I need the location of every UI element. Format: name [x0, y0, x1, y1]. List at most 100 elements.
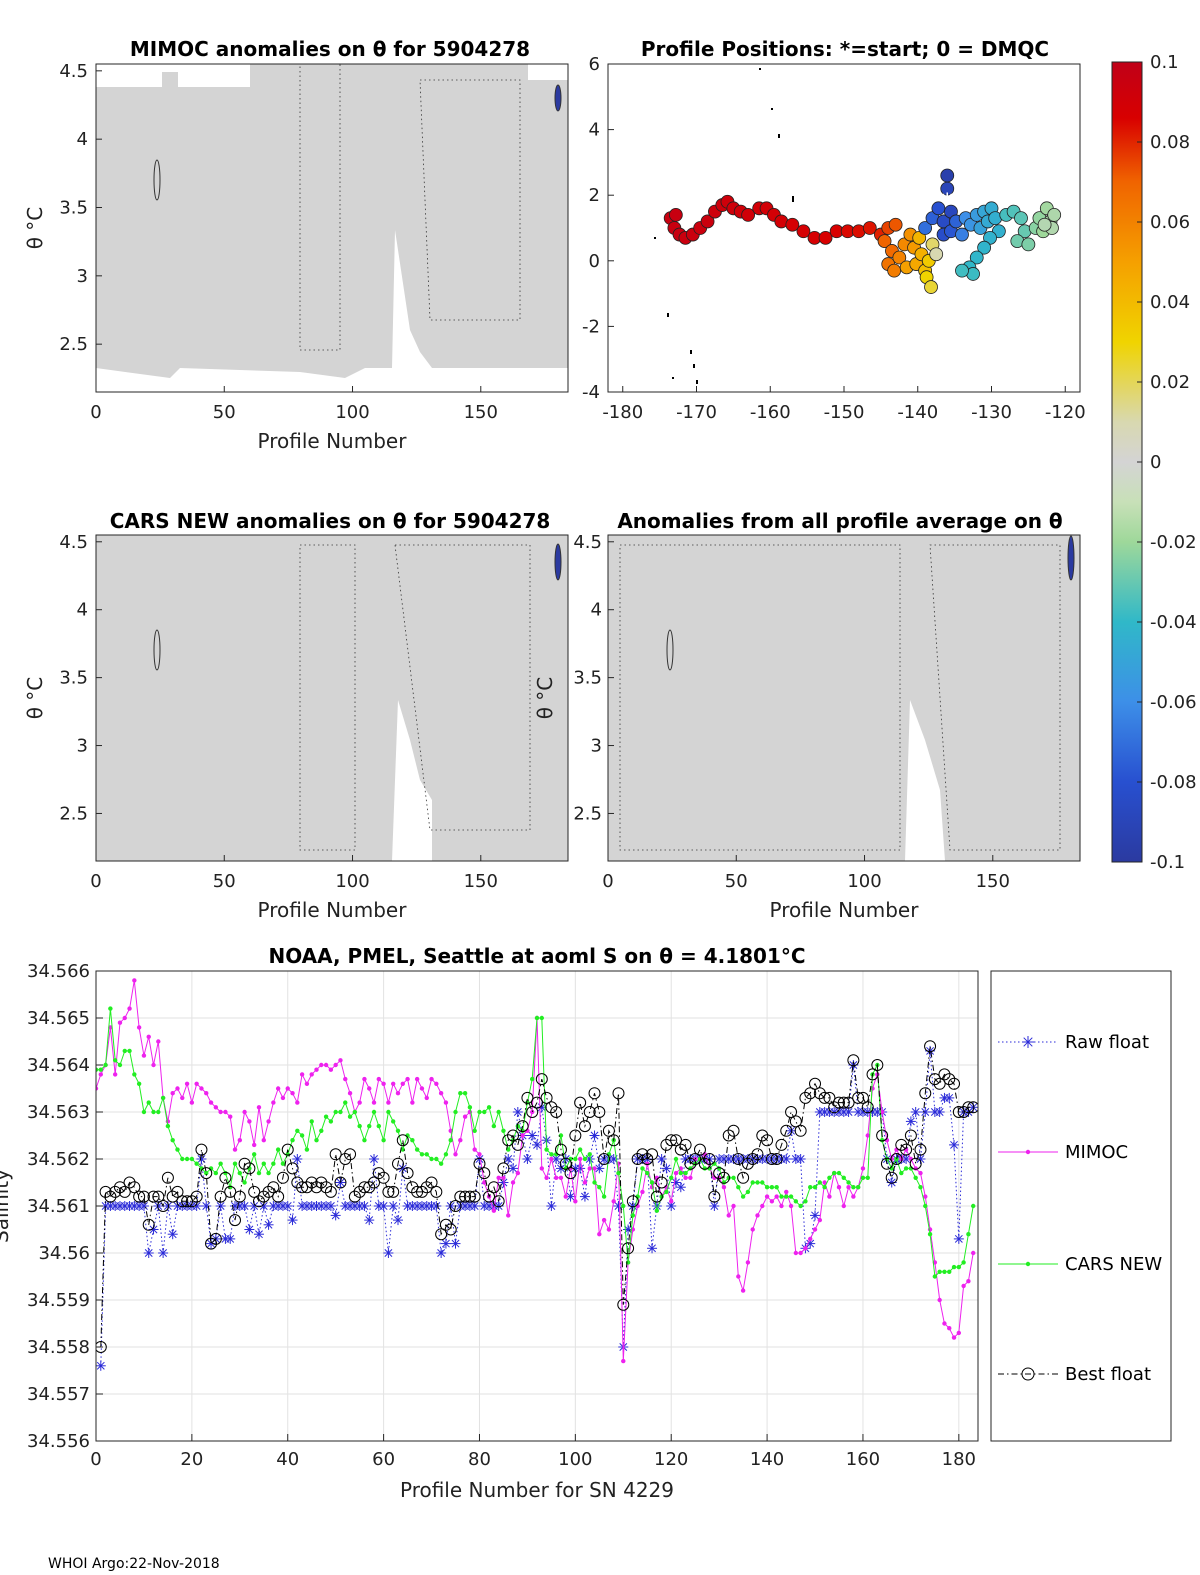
- series-point: [334, 1176, 347, 1189]
- series-point: [549, 1156, 554, 1162]
- x-tick-label: 80: [468, 1449, 491, 1470]
- series-point: [261, 1138, 266, 1143]
- series-point: [434, 1081, 439, 1087]
- y-tick-label: 4: [589, 120, 600, 141]
- series-point: [392, 1215, 403, 1226]
- series-point: [616, 1170, 621, 1176]
- series-point: [209, 1232, 222, 1245]
- series-point: [565, 1191, 576, 1202]
- series-point: [253, 1229, 264, 1240]
- series-point: [333, 1109, 338, 1115]
- series-point: [267, 1181, 280, 1194]
- cars-anomaly-fill: [96, 535, 568, 861]
- series-point: [156, 1109, 161, 1115]
- series-point: [256, 1170, 262, 1176]
- series-point: [368, 1176, 381, 1189]
- series-point: [589, 1130, 600, 1141]
- series-point: [378, 1201, 389, 1211]
- star-stroke: [710, 1202, 719, 1210]
- series-point: [788, 1203, 794, 1209]
- series-point: [424, 1152, 429, 1157]
- star-stroke: [782, 1155, 791, 1163]
- series-point: [957, 1106, 970, 1118]
- series-point: [587, 1166, 592, 1171]
- series-point: [522, 1154, 533, 1164]
- series-point: [527, 1130, 538, 1141]
- series-point: [813, 1087, 826, 1100]
- series-point: [736, 1274, 741, 1279]
- series-point: [419, 1086, 425, 1091]
- star-stroke: [264, 1220, 273, 1229]
- legend-marker: [1025, 1261, 1031, 1267]
- series-point: [383, 1248, 394, 1258]
- series-point: [414, 1147, 420, 1152]
- legend-box: [990, 970, 1172, 1442]
- series-point: [323, 1114, 329, 1119]
- series-point: [736, 1185, 741, 1190]
- allavg-contour-c: [666, 629, 674, 671]
- series-point: [956, 1330, 962, 1336]
- series-point: [117, 1020, 123, 1025]
- series-point: [166, 1190, 179, 1203]
- series-point: [167, 1229, 178, 1240]
- series-point: [208, 1100, 214, 1105]
- series-point: [496, 1175, 501, 1181]
- series-point: [343, 1076, 348, 1082]
- series-point: [708, 1190, 721, 1203]
- star-stroke: [676, 1183, 685, 1192]
- series-point: [411, 1185, 424, 1198]
- series-point: [454, 1190, 467, 1203]
- series-point: [650, 1190, 663, 1203]
- series-point: [146, 1100, 151, 1105]
- series-point: [141, 1053, 147, 1058]
- series-point: [359, 1201, 370, 1211]
- series-point: [467, 1105, 473, 1110]
- coastline-speck: [696, 380, 698, 384]
- series-point: [544, 1175, 549, 1181]
- series-point: [573, 1156, 578, 1162]
- series-point: [693, 1143, 706, 1156]
- series-point: [760, 1180, 765, 1185]
- series-point: [151, 1109, 156, 1115]
- series-point: [769, 1199, 775, 1204]
- series-point: [532, 1139, 542, 1150]
- series-point: [391, 1157, 404, 1170]
- series-point: [262, 1185, 275, 1198]
- series-point: [938, 1068, 951, 1081]
- colorbar-tick-label: 0.1: [1150, 52, 1179, 73]
- series-point: [338, 1058, 343, 1063]
- series-point: [325, 1201, 336, 1211]
- panel-mimoc-anomalies: MIMOC anomalies on θ for 5904278 0 50 100 1…: [23, 37, 569, 453]
- series-point: [540, 1091, 553, 1104]
- series-point: [249, 1201, 260, 1211]
- series-point: [755, 1213, 760, 1218]
- series-point: [579, 1191, 590, 1202]
- series-point: [631, 1153, 644, 1165]
- series-point: [942, 1269, 947, 1275]
- star-stroke: [389, 1202, 398, 1210]
- position-point: [977, 240, 992, 255]
- series-point: [299, 1133, 305, 1138]
- series-point: [558, 1175, 564, 1181]
- series-point: [660, 1138, 673, 1151]
- series-point: [951, 1264, 957, 1270]
- star-stroke: [245, 1225, 254, 1234]
- y-tick-label: 2: [589, 185, 600, 206]
- series-point: [621, 1358, 626, 1364]
- y-tick-label: 34.564: [27, 1055, 90, 1076]
- series-point: [118, 1185, 131, 1198]
- series-point: [841, 1175, 846, 1181]
- series-point: [641, 1153, 654, 1165]
- position-point: [668, 207, 683, 222]
- series-point: [292, 1154, 303, 1164]
- star-stroke: [475, 1155, 484, 1163]
- series-point: [458, 1138, 463, 1143]
- series-point: [473, 1157, 486, 1170]
- series-point: [420, 1181, 433, 1194]
- series-point: [343, 1100, 348, 1105]
- star-stroke: [163, 1202, 172, 1210]
- series-point: [962, 1101, 975, 1114]
- series-point: [291, 1176, 304, 1189]
- series-point: [491, 1123, 497, 1129]
